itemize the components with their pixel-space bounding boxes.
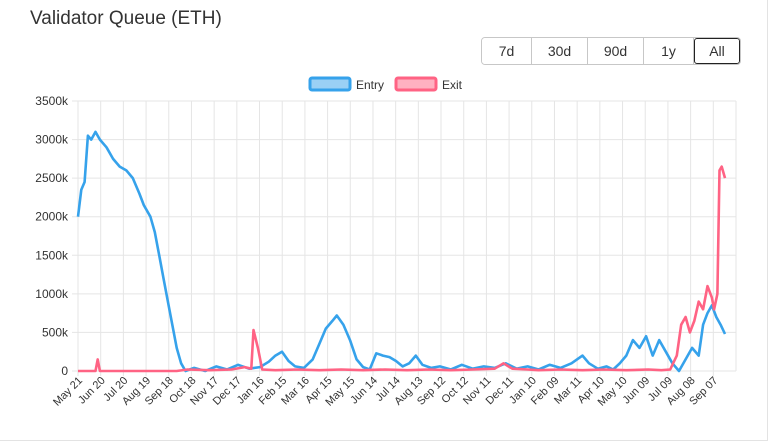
range-7d-button[interactable]: 7d [482,38,532,64]
grid [72,100,737,376]
y-tick-label: 500k [42,325,69,339]
legend-swatch-entry [308,76,352,92]
series-group [76,130,727,373]
x-tick-label: May 21 [51,375,85,409]
legend-swatch-exit [394,76,438,92]
y-tick-label: 1000k [35,287,69,301]
legend-label-exit: Exit [442,78,463,92]
y-tick-label: 3500k [35,94,69,108]
y-tick-label: 3000k [35,133,69,147]
legend: Entry Exit [308,76,463,92]
range-selector: 7d 30d 90d 1y All [481,37,741,65]
y-tick-label: 0 [61,364,68,378]
range-90d-button[interactable]: 90d [588,38,644,64]
y-tick-label: 1500k [35,248,69,262]
y-tick-label: 2500k [35,171,69,185]
series-line-exit [78,165,727,373]
range-all-button[interactable]: All [694,38,740,64]
range-30d-button[interactable]: 30d [532,38,588,64]
y-axis: 0 500k 1000k 1500k 2000k 2500k 3000k 3500k [35,94,69,378]
y-tick-label: 2000k [35,210,69,224]
series-line-entry [76,130,727,373]
chart-title: Validator Queue (ETH) [30,8,222,29]
legend-label-entry: Entry [356,78,384,92]
range-1y-button[interactable]: 1y [644,38,694,64]
